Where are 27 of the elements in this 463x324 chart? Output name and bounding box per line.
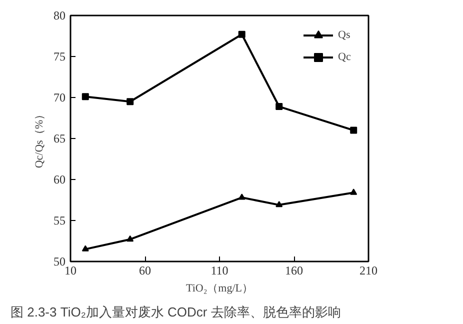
y-tick-label: 65 [54,132,66,146]
y-tick-label: 60 [54,172,66,186]
x-tick-label: 10 [64,264,76,278]
point [82,245,89,252]
y-tick-label: 70 [54,90,66,104]
x-axis-title: TiO₂（mg/L） [186,282,253,294]
x-tick-label: 60 [139,264,151,278]
x-tick-label: 110 [210,264,228,278]
point [350,188,358,195]
caption: 图 2.3-3 TiO₂加入量对废水 CODcr 去除率、脱色率的影响 [10,304,341,320]
x-tick-label: 160 [285,264,303,278]
legend-label: Qs [338,29,352,41]
y-tick-label: 50 [54,254,66,268]
point [238,30,246,38]
point [238,194,246,200]
point [82,93,89,100]
point [276,103,283,110]
point [126,235,134,242]
point [276,200,283,208]
y-axis-title: Qc/Qs（%） [34,108,46,168]
legend-label: Qc [338,51,352,63]
y-tick-label: 55 [54,214,66,228]
point [350,126,358,134]
x-tick-label: 210 [360,264,378,278]
y-tick-label: 80 [54,8,66,22]
y-tick-label: 75 [54,50,66,64]
point [126,98,134,106]
